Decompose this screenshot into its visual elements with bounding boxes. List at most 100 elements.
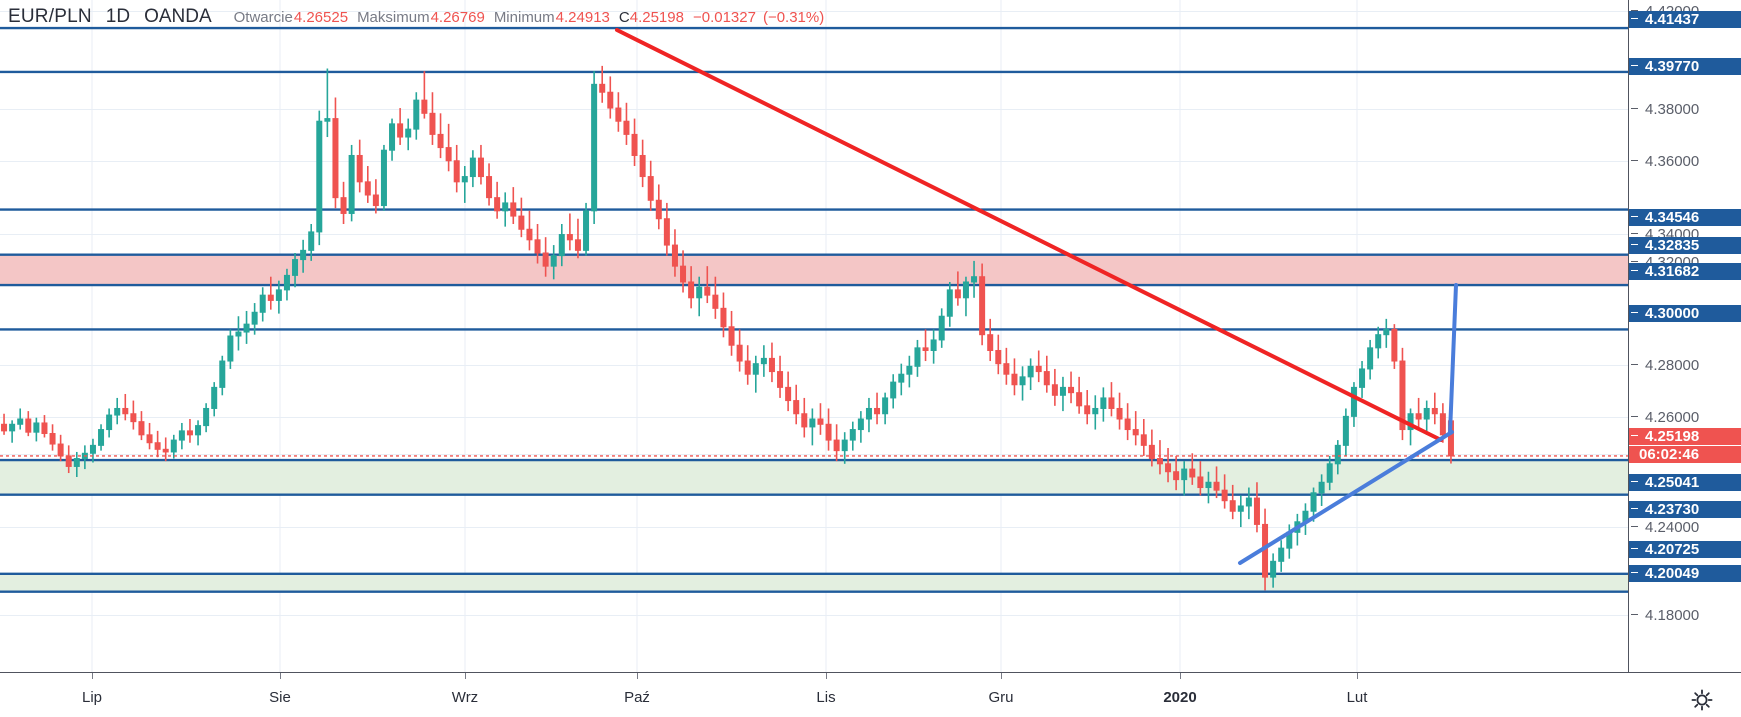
candle-body [33,422,40,433]
support-zone-2 [0,573,1628,592]
candle-body [534,239,541,254]
candle-body [308,231,315,251]
candle-body [437,133,444,149]
tick-mark [1631,508,1638,509]
candle-body [971,276,978,283]
time-axis-label: Gru [988,689,1014,706]
candle-body [825,423,832,441]
candle-body [607,91,614,109]
candle-body [518,215,525,230]
tick-mark [1631,364,1638,365]
candle-body [809,418,816,428]
candle-body [1399,360,1406,431]
candle-body [979,276,986,336]
candle-body [922,347,929,351]
candle-body [760,357,767,365]
chart-legend[interactable]: EUR/PLN 1D OANDA Otwarcie 4.26525 Maksim… [8,4,831,30]
candle-body [1076,392,1083,407]
support-zone-1 [0,460,1628,495]
candle-body [332,118,339,199]
candle-body [712,294,719,309]
candle-body [1011,373,1018,386]
timeframe-label[interactable]: 1D [105,6,131,27]
low-label: Minimum [493,8,555,26]
candle-body [1108,397,1115,409]
exchange-label[interactable]: OANDA [144,6,212,27]
candle-body [671,244,678,267]
candle-body [364,181,371,196]
candle-body [9,423,16,432]
candle-body [89,444,96,454]
candle-body [114,407,121,416]
tick-mark [1631,233,1638,234]
candle-body [882,397,889,415]
candle-body [1431,407,1438,415]
candle-body [615,107,622,122]
low-value: 4.24913 [555,8,610,26]
candle-body [1205,481,1212,489]
candle-body [558,234,565,257]
tick-mark [1631,10,1638,11]
change-absolute: −0.01327 [692,8,756,26]
candle-body [1003,363,1010,375]
price-tick-label: 4.25041 [1629,474,1741,491]
candle-body [1043,371,1050,386]
candle-body [275,289,282,301]
candle-body [1318,481,1325,494]
candle-body [486,176,493,199]
price-tick-label: 4.26000 [1629,409,1741,426]
candle-body [1068,386,1075,394]
candle-body [962,281,969,299]
candle-body [324,118,331,122]
candle-body [1375,334,1382,349]
candle-body [195,425,202,436]
price-tick-label: 4.28000 [1629,357,1741,374]
candle-body [49,433,56,445]
candle-body [639,154,646,178]
candle-body [356,154,363,183]
candle-body [219,360,226,388]
candle-body [106,414,113,431]
candle-body [987,334,994,351]
candle-body [494,197,501,212]
symbol-label[interactable]: EUR/PLN [8,6,92,27]
candle-body [372,194,379,207]
tick-mark [1631,160,1638,161]
candle-body [389,123,396,151]
price-axis[interactable]: 4.420004.414374.397704.380004.360004.345… [1628,0,1741,672]
close-value: 4.25198 [629,8,684,26]
wedge-lower[interactable] [1238,430,1454,565]
candle-body [1092,407,1099,415]
candle-body [178,430,185,441]
price-tick-label: 4.39770 [1629,58,1741,75]
price-tick-label: 4.23730 [1629,501,1741,518]
time-axis-label: Lis [816,689,836,706]
candle-body [631,133,638,156]
descending-resistance[interactable] [615,28,1443,442]
candle-body [510,202,517,217]
candle-body [720,307,727,328]
price-tick-label: 4.25198 [1629,428,1741,445]
time-tick-mark [1357,673,1358,679]
time-tick-mark [92,673,93,679]
time-axis[interactable]: Lip Sie Wrz Paź Lis Gru 2020 Lut [0,672,1741,717]
tick-mark [1631,65,1638,66]
candle-body [1367,347,1374,370]
tick-mark [1631,614,1638,615]
wedge-upper[interactable] [1448,283,1458,435]
candle-body [849,429,856,441]
price-tick-label: 4.41437 [1629,11,1741,28]
gear-icon[interactable] [1690,688,1714,712]
open-value: 4.26525 [293,8,349,26]
price-tick-label: 4.32835 [1629,237,1741,254]
candle-body [785,386,792,402]
candle-body [817,418,824,425]
candle-body [728,326,735,346]
candle-body [1100,397,1107,409]
chart-plot-area[interactable] [0,0,1628,672]
tick-mark [1631,526,1638,527]
candle-body [898,373,905,383]
candle-body [599,83,606,93]
candle-body [1237,505,1244,512]
